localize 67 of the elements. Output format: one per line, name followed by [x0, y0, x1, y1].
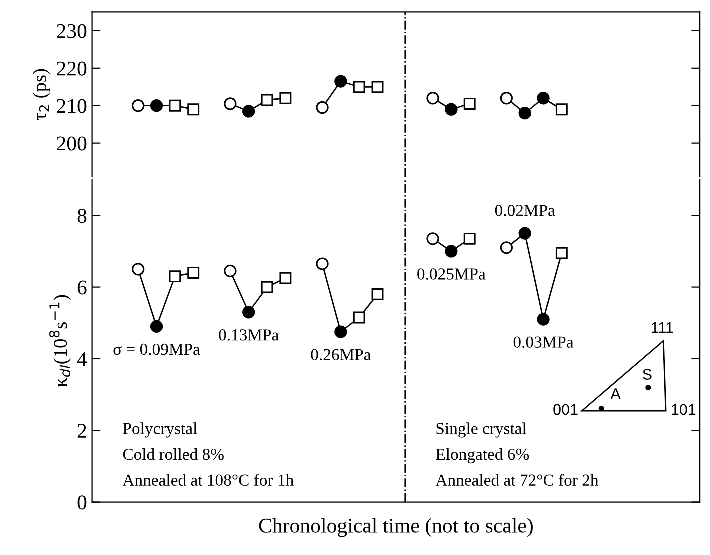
point	[280, 92, 292, 104]
point	[426, 232, 440, 246]
point	[537, 313, 550, 326]
annotation: Single crystal	[436, 422, 527, 438]
y-tick-label: 230	[57, 24, 87, 38]
point	[445, 103, 458, 116]
annotation: Annealed at 72°C for 2h	[436, 474, 599, 486]
point	[242, 306, 256, 319]
y-axis-title: κ$_{dl}$(10$^{8}$s$^{−1}$)	[49, 295, 72, 388]
x-axis-title: Chronological time (not to scale)	[259, 518, 533, 538]
annotation: 0.26MPa	[311, 349, 372, 361]
y-axis-title: τ$_{2}$ (ps)	[32, 69, 50, 120]
annotation: 0.03MPa	[514, 336, 574, 348]
point	[132, 100, 145, 112]
annotation: 001	[554, 404, 578, 416]
point	[188, 104, 200, 116]
point	[316, 101, 329, 114]
y-tick-label: 2	[78, 424, 86, 438]
point	[169, 270, 182, 283]
annotation: S	[643, 369, 652, 380]
annotation: 111	[652, 322, 674, 334]
point	[334, 75, 348, 88]
point	[518, 227, 532, 240]
annotation: 0.13MPa	[219, 330, 279, 341]
point	[224, 264, 237, 278]
point	[426, 92, 440, 105]
y-tick-label: 6	[78, 280, 87, 295]
point	[280, 272, 292, 284]
point	[150, 320, 164, 334]
point	[500, 242, 513, 254]
annotation: σ = 0.09MPa	[114, 344, 200, 356]
point	[169, 100, 182, 112]
annotation: Cold rolled 8%	[123, 448, 224, 460]
y-tick-label: 220	[57, 62, 87, 76]
point	[556, 104, 568, 116]
point	[188, 267, 200, 279]
y-tick-label: 200	[57, 136, 87, 151]
point	[464, 232, 476, 245]
point	[518, 107, 532, 120]
y-tick-label: 210	[57, 99, 87, 114]
point	[372, 288, 384, 300]
annotation: Polycrystal	[123, 422, 198, 438]
point	[132, 263, 145, 276]
point	[316, 258, 329, 270]
annotation: 101	[672, 404, 696, 416]
point	[556, 247, 568, 260]
point	[464, 98, 476, 110]
point	[242, 105, 256, 118]
annotation: Annealed at 108°C for 1h	[122, 474, 294, 486]
annotation: Elongated 6%	[436, 448, 530, 464]
y-tick-label: 8	[78, 209, 87, 224]
point	[500, 92, 513, 105]
annotation: A	[610, 388, 621, 400]
point	[261, 281, 274, 294]
point	[537, 92, 550, 105]
y-tick-label: 0	[78, 496, 87, 510]
point	[261, 94, 274, 106]
annotation: 0.025MPa	[418, 268, 486, 280]
point	[445, 245, 458, 258]
annotation: 0.02MPa	[495, 205, 556, 216]
point	[334, 326, 348, 338]
y-tick-label: 4	[77, 352, 88, 366]
point	[353, 81, 366, 94]
point	[224, 98, 237, 110]
point	[353, 312, 366, 324]
point	[150, 100, 164, 112]
point	[372, 81, 384, 94]
